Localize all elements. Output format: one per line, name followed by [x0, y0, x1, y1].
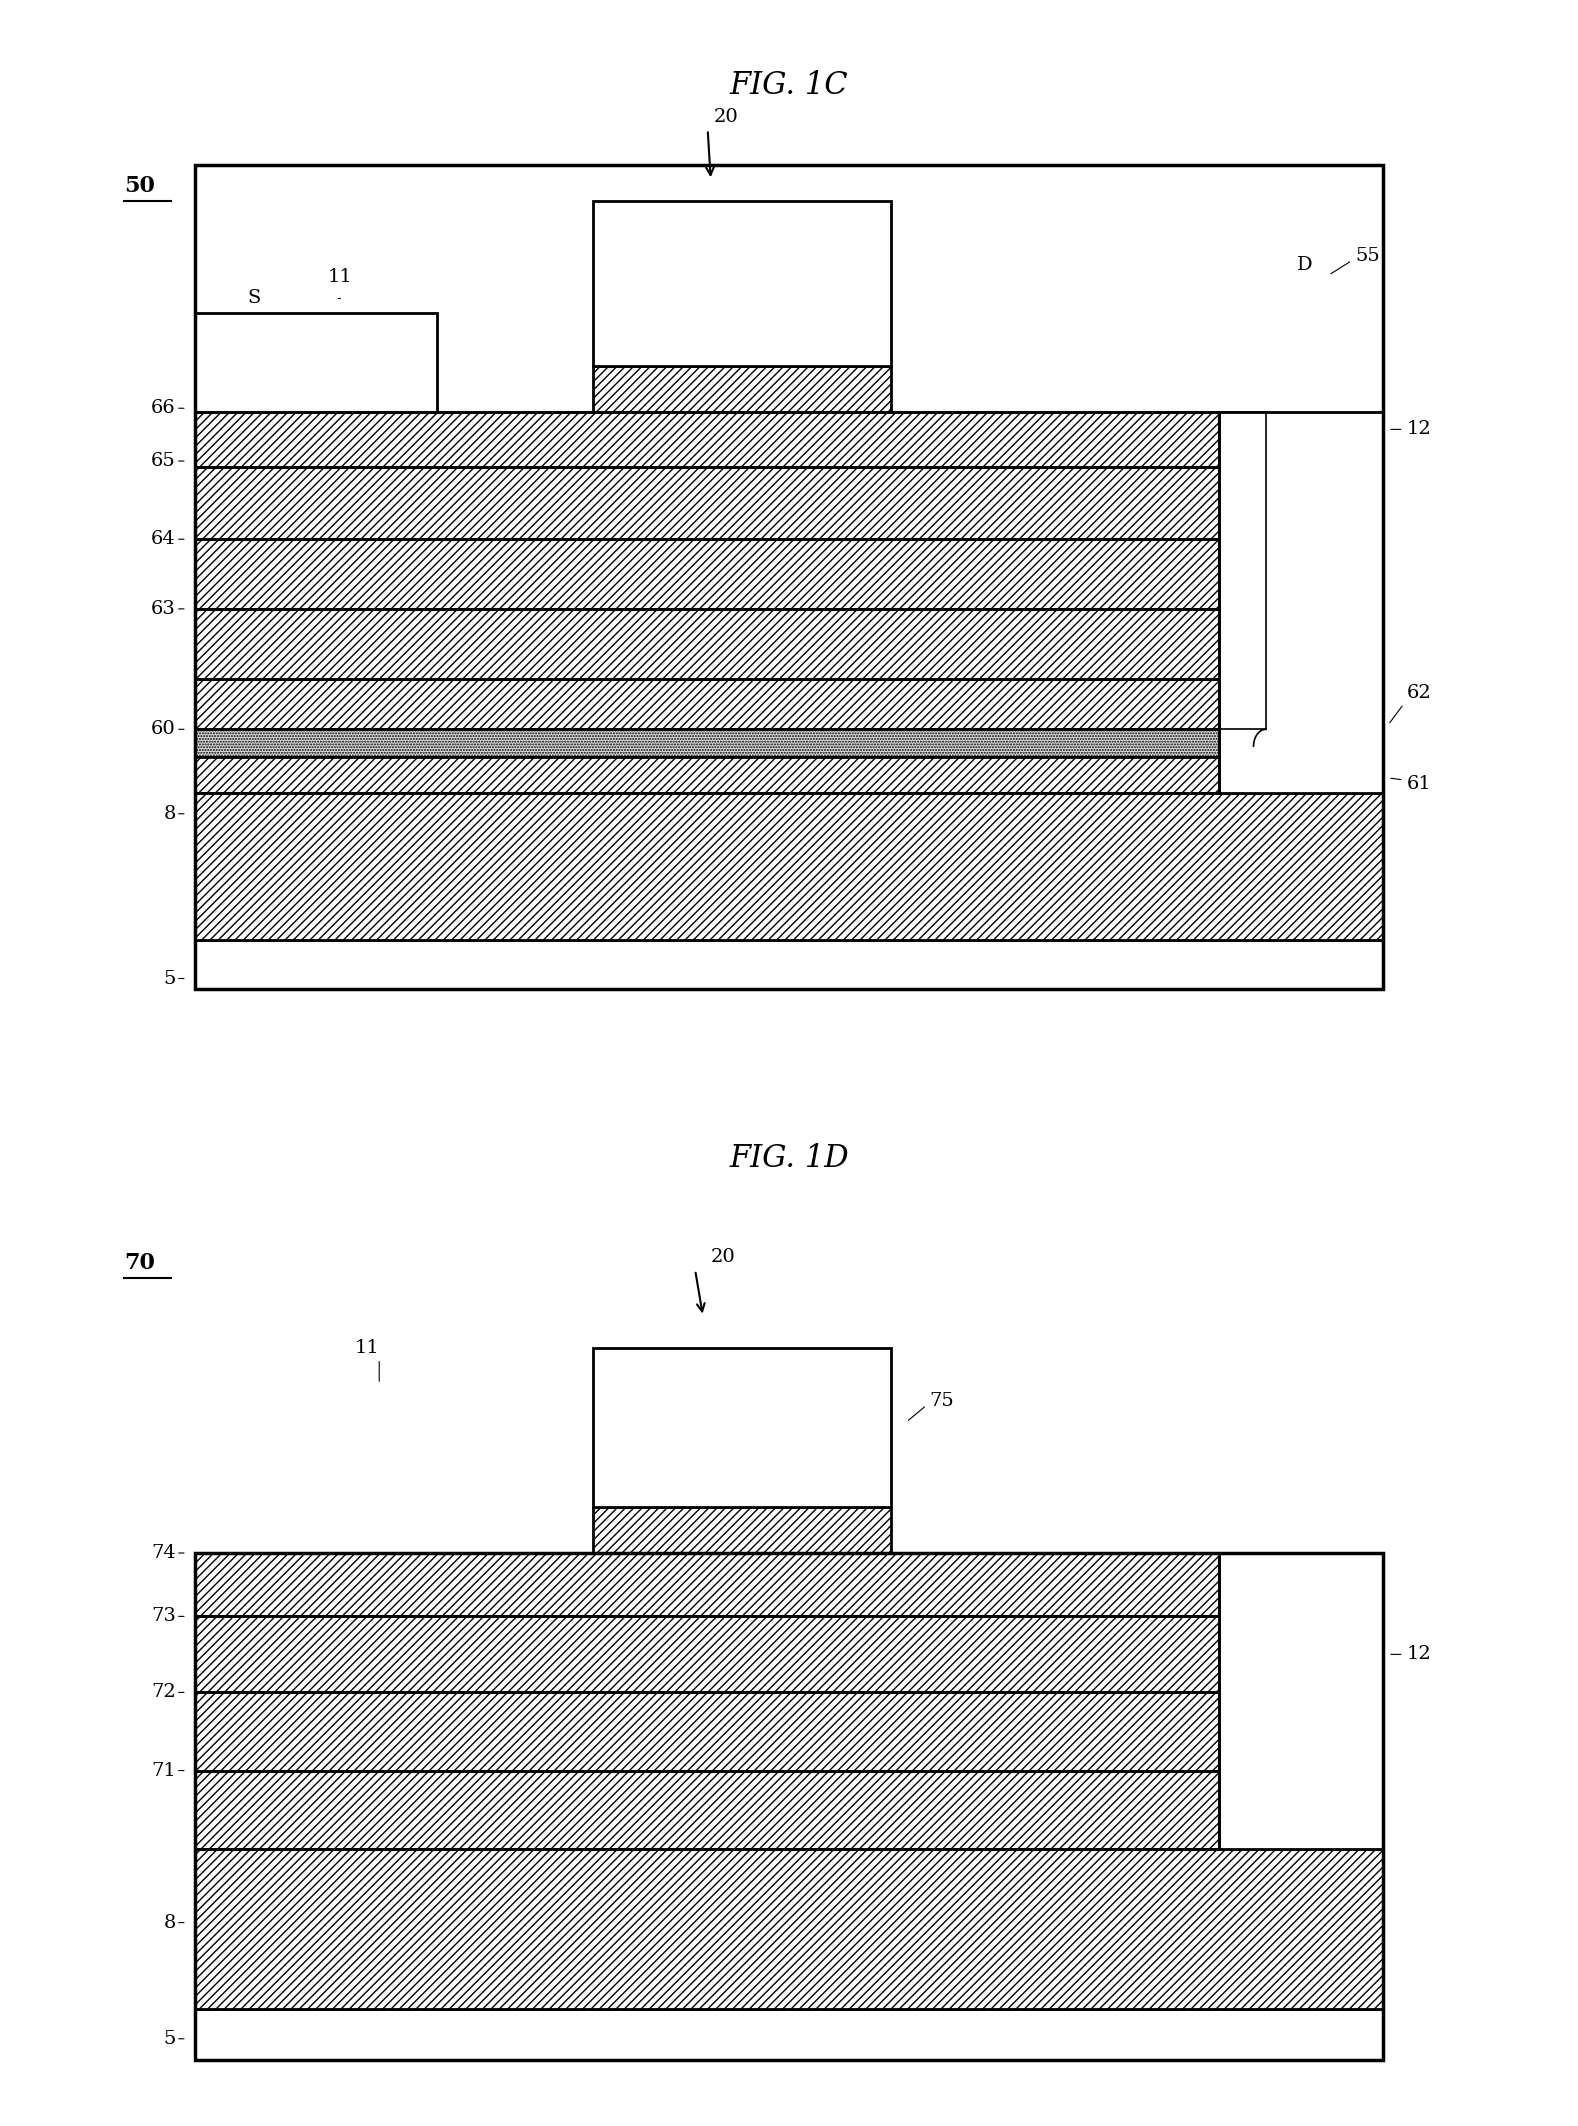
- Bar: [593, 202, 890, 366]
- Bar: [593, 1507, 890, 1552]
- Text: 8: 8: [164, 1913, 175, 1933]
- Bar: [194, 608, 1220, 678]
- Bar: [1220, 412, 1384, 793]
- Text: 5: 5: [164, 969, 175, 986]
- Text: FIG. 1C: FIG. 1C: [729, 70, 849, 102]
- Text: 11: 11: [355, 1339, 379, 1356]
- Text: 66: 66: [151, 400, 175, 417]
- Text: 65: 65: [151, 453, 175, 470]
- Text: S: S: [248, 289, 260, 308]
- Text: 72: 72: [151, 1684, 175, 1701]
- Bar: [593, 366, 890, 412]
- Text: 8: 8: [164, 806, 175, 823]
- Text: D: D: [1297, 255, 1313, 274]
- Text: 11: 11: [328, 268, 352, 287]
- Bar: [194, 1692, 1220, 1771]
- Text: 63: 63: [151, 600, 175, 619]
- Bar: [1220, 1552, 1384, 1850]
- Text: 74: 74: [151, 1543, 175, 1563]
- Text: 71: 71: [151, 1762, 175, 1779]
- Bar: [194, 412, 1220, 468]
- Bar: [194, 793, 1384, 940]
- Bar: [194, 1771, 1220, 1850]
- Text: 12: 12: [1408, 421, 1431, 438]
- Bar: [194, 1552, 1384, 2060]
- Bar: [593, 1348, 890, 1507]
- Bar: [194, 1616, 1220, 1692]
- Text: 61: 61: [1408, 776, 1431, 793]
- Text: 62: 62: [1408, 685, 1431, 702]
- Bar: [194, 166, 1384, 989]
- Text: 70: 70: [125, 1252, 155, 1273]
- Text: 55: 55: [1356, 247, 1379, 266]
- Text: 73: 73: [151, 1607, 175, 1626]
- Bar: [194, 678, 1220, 729]
- Bar: [194, 2009, 1384, 2060]
- Bar: [194, 940, 1384, 989]
- Text: 12: 12: [1408, 1646, 1431, 1663]
- Bar: [194, 468, 1220, 540]
- Bar: [194, 1850, 1384, 2009]
- Text: 20: 20: [712, 1248, 735, 1267]
- Bar: [194, 313, 437, 412]
- Text: 60: 60: [151, 721, 175, 738]
- Text: FIG. 1D: FIG. 1D: [729, 1144, 849, 1174]
- Bar: [194, 757, 1220, 793]
- Text: 64: 64: [151, 529, 175, 549]
- Bar: [194, 1552, 1220, 1616]
- Bar: [194, 729, 1220, 757]
- Text: 50: 50: [125, 174, 155, 198]
- Text: 20: 20: [715, 108, 739, 125]
- Bar: [194, 540, 1220, 608]
- Text: 75: 75: [929, 1393, 955, 1410]
- Text: 5: 5: [164, 2030, 175, 2047]
